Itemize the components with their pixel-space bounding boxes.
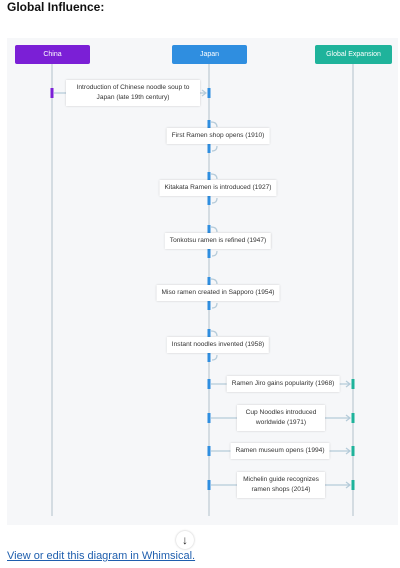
message-label: Instant noodles invented (1958): [166, 337, 270, 353]
arrow-head: [345, 481, 351, 489]
lane-header: China: [15, 45, 90, 64]
activation-bar: [207, 249, 211, 258]
whimsical-link[interactable]: View or edit this diagram in Whimsical.: [7, 550, 196, 562]
scroll-down-button[interactable]: ↓: [176, 531, 194, 549]
activation-bar: [207, 446, 211, 456]
lane-header: Japan: [172, 45, 247, 64]
activation-bar: [207, 225, 211, 233]
activation-bar: [207, 144, 211, 153]
arrow-head: [345, 447, 351, 455]
activation-bar: [351, 446, 355, 456]
activation-bar: [351, 413, 355, 423]
activation-bar: [207, 88, 211, 98]
message-label: Introduction of Chinese noodle soup to J…: [66, 80, 200, 106]
message-label: Miso ramen created in Sapporo (1954): [156, 285, 280, 301]
arrow-head: [345, 380, 351, 388]
message-label: Ramen museum opens (1994): [230, 443, 330, 459]
self-arrow: [211, 145, 218, 152]
self-arrow: [210, 330, 218, 337]
activation-bar: [207, 172, 211, 180]
self-arrow: [210, 121, 218, 128]
activation-bar: [351, 480, 355, 490]
diagram-board: [7, 38, 398, 525]
message-label: Cup Noodles introduced worldwide (1971): [237, 405, 325, 431]
activation-bar: [207, 480, 211, 490]
self-arrow: [210, 173, 218, 180]
activation-bar: [207, 413, 211, 423]
activation-bar: [50, 88, 54, 98]
message-label: Michelin guide recognizes ramen shops (2…: [237, 472, 325, 498]
self-arrow: [210, 278, 218, 285]
self-arrow: [211, 250, 218, 257]
arrow-head: [201, 89, 207, 97]
self-arrow: [211, 354, 218, 361]
message-label: Kitakata Ramen is introduced (1927): [159, 180, 277, 196]
message-label: First Ramen shop opens (1910): [166, 128, 270, 144]
self-arrow: [211, 197, 218, 204]
activation-bar: [207, 379, 211, 389]
activation-bar: [207, 196, 211, 205]
activation-bar: [207, 277, 211, 285]
lane-header: Global Expansion: [315, 45, 392, 64]
message-label: Tonkotsu ramen is refined (1947): [164, 233, 272, 249]
self-arrow: [210, 226, 218, 233]
heading: Global Influence:: [7, 0, 105, 14]
arrow-head: [345, 414, 351, 422]
activation-bar: [351, 379, 355, 389]
activation-bar: [207, 120, 211, 128]
message-label: Ramen Jiro gains popularity (1968): [226, 376, 340, 392]
activation-bar: [207, 353, 211, 362]
activation-bar: [207, 301, 211, 310]
self-arrow: [211, 302, 218, 309]
activation-bar: [207, 329, 211, 337]
